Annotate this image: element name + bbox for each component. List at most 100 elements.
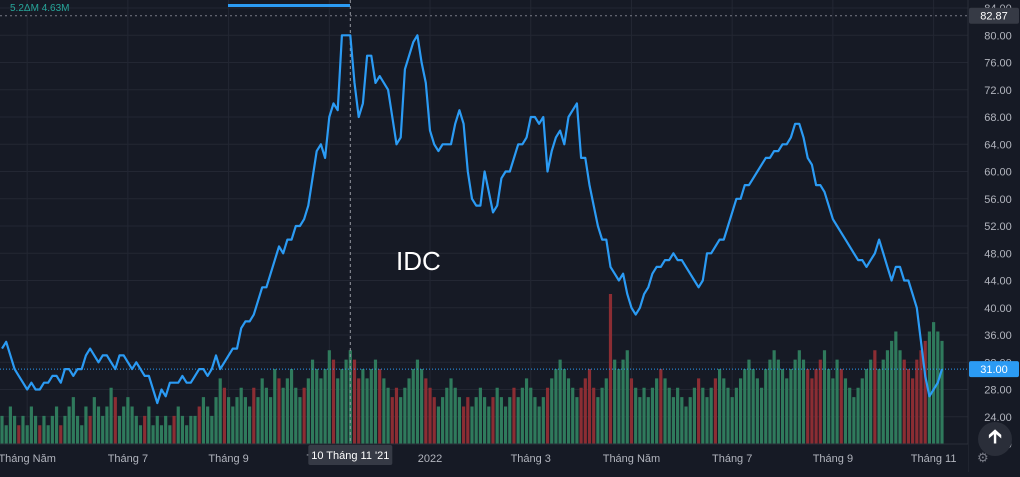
top-scroll-indicator — [228, 4, 350, 7]
last-price-label-bg — [969, 361, 1019, 378]
volume-bar — [378, 369, 382, 444]
volume-bar — [352, 359, 357, 444]
watermark: IDC — [396, 246, 441, 276]
volume-bar — [759, 387, 764, 444]
volume-bar — [122, 406, 126, 444]
volume-bar — [168, 425, 172, 444]
volume-bar — [927, 331, 931, 444]
volume-bar — [21, 415, 25, 444]
volume-bar — [462, 406, 466, 444]
x-tick-label: Tháng 3 — [511, 453, 551, 465]
volume-bar — [583, 378, 587, 444]
volume-bar — [541, 397, 545, 444]
volume-bar — [403, 387, 407, 444]
volume-bar — [487, 406, 491, 444]
volume-bar — [281, 387, 285, 444]
volume-bar — [113, 397, 117, 444]
crosshair-date-bg — [308, 445, 393, 465]
volume-bar — [264, 387, 268, 444]
volume-bar — [315, 369, 319, 444]
volume-bar — [466, 397, 470, 444]
volume-bar — [915, 359, 919, 444]
volume-bar — [885, 350, 890, 444]
gear-icon[interactable]: ⚙ — [977, 450, 989, 465]
volume-bar — [206, 406, 210, 444]
volume-bar — [38, 425, 42, 444]
volume-bar — [814, 369, 818, 444]
volume-bar — [252, 387, 256, 444]
volume-bar — [848, 387, 852, 444]
volume-bar — [390, 397, 394, 444]
volume-bar — [701, 387, 705, 444]
volume-bar — [323, 369, 327, 444]
volume-bar — [109, 387, 113, 444]
volume-bar — [8, 406, 12, 444]
volume-bar — [789, 369, 793, 444]
volume-bar — [554, 369, 558, 444]
volume-bar — [268, 397, 273, 444]
volume-bar — [587, 369, 592, 444]
volume-bar — [755, 378, 759, 444]
volume-bar — [239, 387, 243, 444]
volume-bar — [566, 378, 571, 444]
volume-bar — [713, 378, 717, 444]
volume-bar — [579, 387, 583, 444]
y-tick-label: 48.00 — [984, 248, 1012, 260]
volume-bar — [63, 415, 67, 444]
volume-bar — [642, 387, 646, 444]
volume-bar — [0, 415, 4, 444]
volume-bar — [382, 378, 386, 444]
y-tick-label: 56.00 — [984, 194, 1012, 206]
volume-bar — [785, 378, 789, 444]
volume-bar — [600, 387, 604, 444]
high-price-label-bg — [969, 7, 1019, 24]
volume-bar — [780, 369, 785, 444]
volume-bar — [415, 359, 420, 444]
volume-bar — [71, 397, 75, 444]
volume-bar — [680, 397, 684, 444]
y-tick-label: 40.00 — [984, 303, 1012, 315]
volume-bars — [0, 294, 944, 444]
volume-bar — [189, 415, 193, 444]
volume-bar — [877, 369, 881, 444]
volume-bar — [856, 387, 860, 444]
volume-bar — [172, 415, 176, 444]
y-tick-label: 44.00 — [984, 276, 1012, 288]
arrow-up-icon: 🡱 — [987, 426, 1003, 448]
volume-bar — [688, 397, 692, 444]
volume-bar — [676, 387, 680, 444]
volume-bar — [441, 397, 445, 444]
volume-bar — [499, 397, 503, 444]
volume-bar — [508, 397, 512, 444]
scroll-to-realtime-button[interactable]: 🡱 — [978, 422, 1012, 456]
volume-bar — [806, 369, 810, 444]
volume-bar — [231, 406, 235, 444]
volume-bar — [80, 425, 84, 444]
volume-bar — [54, 406, 59, 444]
volume-bar — [827, 369, 831, 444]
x-tick-label: Tháng 7 — [108, 453, 148, 465]
volume-bar — [923, 340, 927, 444]
volume-bar — [852, 397, 856, 444]
volume-bar — [33, 415, 38, 444]
volume-bar — [428, 387, 432, 444]
volume-bar — [394, 387, 399, 444]
volume-bar — [722, 378, 726, 444]
volume-bar — [151, 425, 155, 444]
volume-bar — [835, 359, 839, 444]
volume-bar — [218, 378, 222, 444]
volume-bar — [646, 397, 650, 444]
volume-legend: 5.2ΔM 4.63M — [10, 3, 70, 14]
volume-bar — [604, 378, 608, 444]
volume-bar — [734, 387, 738, 444]
volume-bar — [533, 397, 537, 444]
volume-bar — [75, 415, 80, 444]
volume-bar — [751, 369, 755, 444]
volume-bar — [50, 415, 54, 444]
volume-bar — [369, 369, 373, 444]
volume-bar — [516, 397, 520, 444]
volume-bar — [881, 359, 885, 444]
x-axis-panel — [0, 444, 968, 472]
